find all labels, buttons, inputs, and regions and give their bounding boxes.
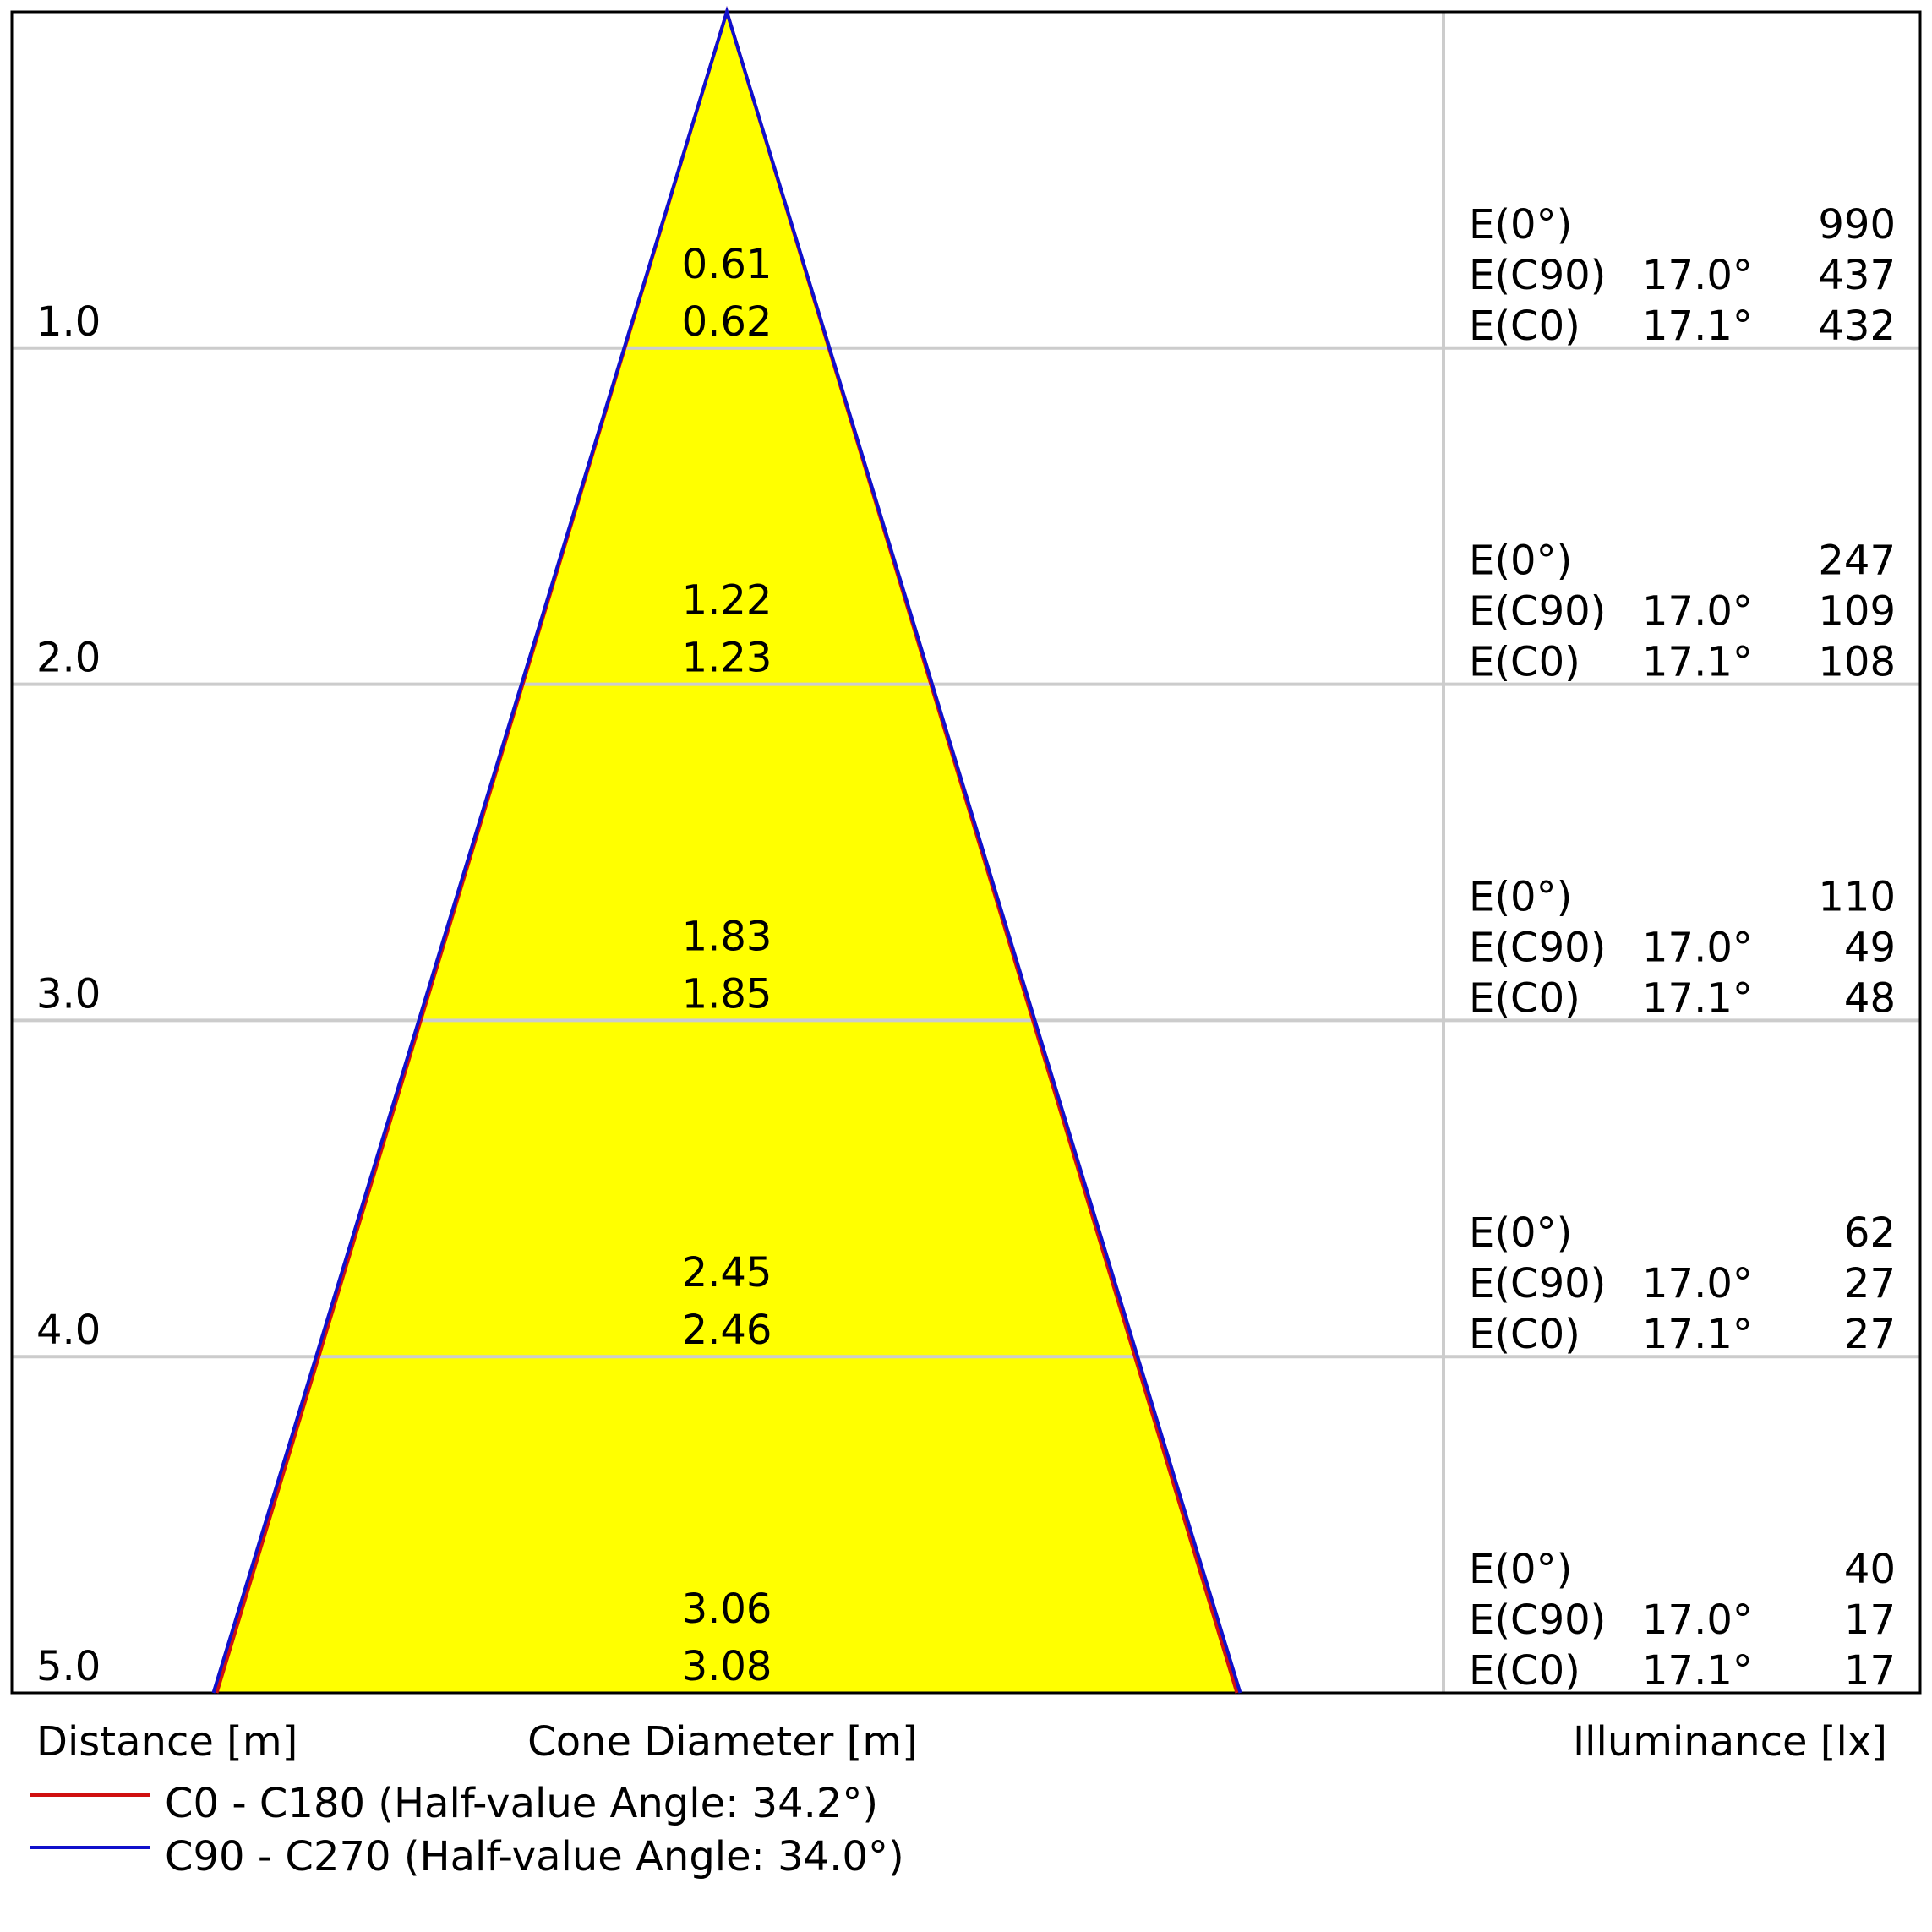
- distance-tick-label: 3.0: [36, 970, 101, 1018]
- row-group: 5.0 3.06 3.08 E(0°) 40 E(C90) 17.0° 17 E(C0) 17.1…: [36, 1546, 1896, 1695]
- illuminance-e0-value: 247: [1818, 538, 1896, 585]
- cone-edge-c90: [211, 6, 1242, 1694]
- illuminance-c90-label: E(C90): [1469, 924, 1606, 971]
- illuminance-e0-label: E(0°): [1469, 873, 1572, 920]
- illuminance-c0-angle: 17.1°: [1642, 974, 1753, 1022]
- grid-lines: [12, 12, 1920, 1693]
- illuminance-c90-value: 17: [1844, 1596, 1896, 1644]
- illuminance-c0-value: 108: [1818, 639, 1896, 686]
- row-group: 4.0 2.45 2.46 E(0°) 62 E(C90) 17.0° 27 E(C0) 17.1…: [36, 1209, 1896, 1358]
- illuminance-c90-angle: 17.0°: [1642, 1596, 1753, 1644]
- illuminance-c90-value: 27: [1844, 1260, 1896, 1307]
- cone-diameter-label-bottom: 1.85: [682, 970, 772, 1018]
- cone-diameter-label-top: 3.06: [682, 1585, 772, 1633]
- illuminance-c0-label: E(C0): [1469, 1647, 1580, 1695]
- row-group: 2.0 1.22 1.23 E(0°) 247 E(C90) 17.0° 109 E(C0) 17…: [36, 538, 1896, 686]
- illuminance-c90-label: E(C90): [1469, 1260, 1606, 1307]
- cone-diameter-label-bottom: 1.23: [682, 635, 772, 682]
- illuminance-c0-value: 27: [1844, 1311, 1896, 1358]
- illuminance-axis-label: Illuminance [lx]: [1573, 1718, 1887, 1766]
- illuminance-c90-angle: 17.0°: [1642, 924, 1753, 971]
- illuminance-e0-label: E(0°): [1469, 1209, 1572, 1257]
- illuminance-c0-angle: 17.1°: [1642, 639, 1753, 686]
- illuminance-c90-value: 49: [1844, 924, 1896, 971]
- cone-diameter-label-bottom: 3.08: [682, 1643, 772, 1690]
- illuminance-c0-label: E(C0): [1469, 303, 1580, 350]
- cone-diameter-label-bottom: 0.62: [682, 298, 772, 346]
- cone-diameter-label-top: 2.45: [682, 1249, 772, 1296]
- illuminance-c90-value: 437: [1818, 252, 1896, 299]
- distance-tick-label: 1.0: [36, 298, 101, 346]
- illuminance-c90-label: E(C90): [1469, 588, 1606, 636]
- distance-tick-label: 4.0: [36, 1307, 101, 1354]
- illuminance-c0-label: E(C0): [1469, 639, 1580, 686]
- distance-tick-label: 2.0: [36, 635, 101, 682]
- illuminance-e0-value: 62: [1844, 1209, 1896, 1257]
- plot-frame: [10, 10, 1922, 1695]
- cone-edges: [211, 6, 1242, 1694]
- illuminance-c0-angle: 17.1°: [1642, 303, 1753, 350]
- cone-diameter-label-top: 1.22: [682, 577, 772, 625]
- diameter-axis-label: Cone Diameter [m]: [527, 1718, 918, 1766]
- legend-label-c0: C0 - C180 (Half-value Angle: 34.2°): [165, 1780, 878, 1827]
- illuminance-e0-label: E(0°): [1469, 201, 1572, 248]
- illuminance-e0-value: 990: [1818, 201, 1896, 248]
- illuminance-c90-value: 109: [1818, 588, 1896, 636]
- legend-label-c90: C90 - C270 (Half-value Angle: 34.0°): [165, 1833, 904, 1880]
- illuminance-c90-label: E(C90): [1469, 252, 1606, 299]
- illuminance-e0-label: E(0°): [1469, 538, 1572, 585]
- distance-axis-label: Distance [m]: [36, 1718, 297, 1766]
- row-labels: 1.0 0.61 0.62 E(0°) 990 E(C90) 17.0° 437 E(C0) 17…: [36, 201, 1896, 1695]
- distance-tick-label: 5.0: [36, 1643, 101, 1690]
- illuminance-c0-angle: 17.1°: [1642, 1647, 1753, 1695]
- illuminance-e0-label: E(0°): [1469, 1546, 1572, 1593]
- illuminance-c90-angle: 17.0°: [1642, 252, 1753, 299]
- row-group: 1.0 0.61 0.62 E(0°) 990 E(C90) 17.0° 437 E(C0) 17…: [36, 201, 1896, 350]
- cone-fill: [213, 12, 1241, 1693]
- illuminance-c0-label: E(C0): [1469, 974, 1580, 1022]
- illuminance-c0-value: 432: [1818, 303, 1896, 350]
- illuminance-c0-value: 17: [1844, 1647, 1896, 1695]
- illuminance-c90-label: E(C90): [1469, 1596, 1606, 1644]
- cone-diameter-label-bottom: 2.46: [682, 1307, 772, 1354]
- cone-diameter-label-top: 0.61: [682, 241, 772, 288]
- illuminance-c0-angle: 17.1°: [1642, 1311, 1753, 1358]
- illuminance-c90-angle: 17.0°: [1642, 1260, 1753, 1307]
- illuminance-c0-value: 48: [1844, 974, 1896, 1022]
- illuminance-e0-value: 110: [1818, 873, 1896, 920]
- cone-diameter-label-top: 1.83: [682, 913, 772, 960]
- illuminance-c0-label: E(C0): [1469, 1311, 1580, 1358]
- illuminance-c90-angle: 17.0°: [1642, 588, 1753, 636]
- illuminance-e0-value: 40: [1844, 1546, 1896, 1593]
- row-group: 3.0 1.83 1.85 E(0°) 110 E(C90) 17.0° 49 E(C0) 17.…: [36, 873, 1896, 1022]
